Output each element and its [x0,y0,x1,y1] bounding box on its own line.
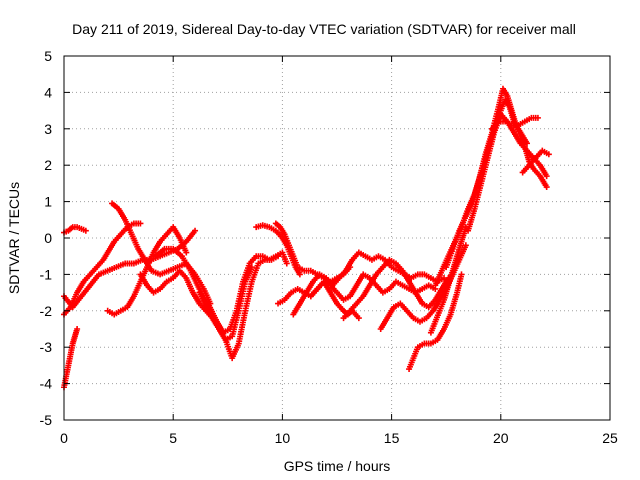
x-tick-label: 15 [384,430,400,446]
series-pass-10 [253,222,303,278]
y-tick-label: -3 [40,339,53,355]
data-point [458,271,465,278]
x-tick-label: 5 [169,430,177,446]
grid [64,56,610,420]
data-point [183,249,190,256]
series-pass-9 [196,264,255,343]
x-axis-label: GPS time / hours [284,458,391,474]
y-tick-label: 2 [44,157,52,173]
y-tick-label: -4 [40,376,53,392]
series-pass-2 [61,224,89,236]
x-tick-label: 25 [602,430,618,446]
y-tick-label: -2 [40,303,53,319]
data-point [248,264,255,271]
data-point [545,151,552,158]
data-point [355,315,362,322]
chart-title: Day 211 of 2019, Sidereal Day-to-day VTE… [72,21,576,37]
data-point [283,260,290,267]
data-point [296,271,303,278]
data-point [543,173,550,180]
axis-ticks: 0 5 10 15 20 25 -5 -4 -3 -2 -1 0 1 2 3 4 5 [40,48,618,446]
x-tick-label: 10 [275,430,291,446]
series-pass-17 [406,271,465,373]
data-point [534,114,541,121]
data-point [74,326,81,332]
series-pass-23 [519,147,552,176]
series-pass-8 [152,245,290,336]
data-point [137,220,144,227]
data-point [462,242,469,249]
y-tick-label: 1 [44,194,52,210]
y-tick-label: 5 [44,48,52,64]
data-point [82,227,89,234]
y-axis-label: SDTVAR / TECUs [6,182,22,294]
series-pass-22 [489,114,541,132]
y-tick-label: -5 [40,412,53,428]
y-tick-label: 4 [44,84,52,100]
data-points [61,85,552,391]
series-pass-20 [443,85,550,271]
y-tick-label: 3 [44,121,52,137]
x-tick-label: 20 [493,430,509,446]
x-tick-label: 0 [60,430,68,446]
data-point [543,184,550,191]
y-tick-label: -1 [40,266,53,282]
series-pass-3 [61,220,144,318]
y-tick-label: 0 [44,230,52,246]
data-point [192,227,199,234]
